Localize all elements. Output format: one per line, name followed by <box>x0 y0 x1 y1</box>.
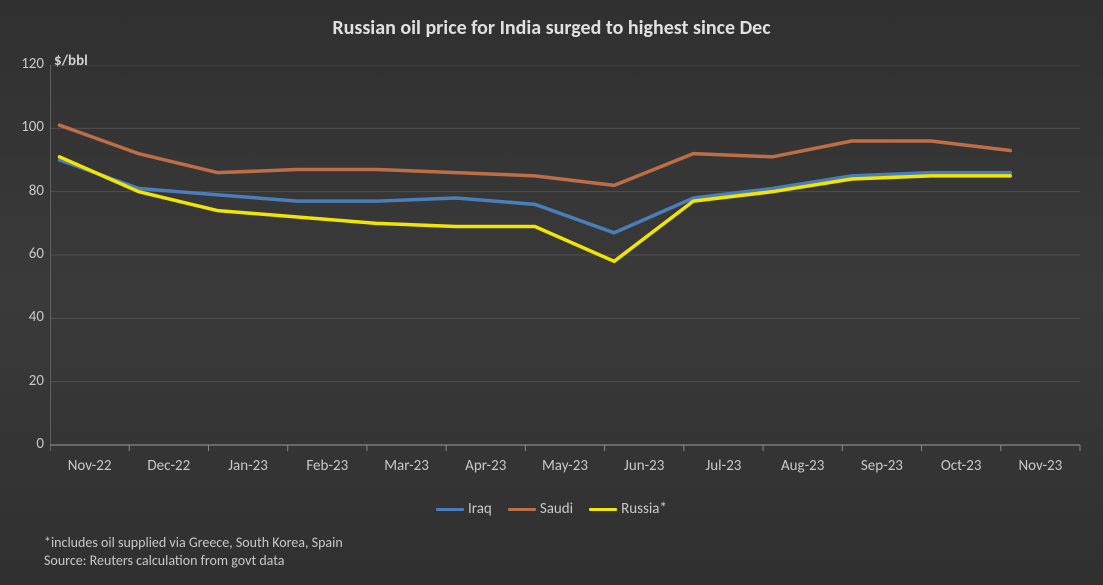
legend: Iraq Saudi Russia* <box>0 498 1103 518</box>
legend-label: Saudi <box>540 500 573 518</box>
x-tick-label: Jan-23 <box>208 457 287 475</box>
plot-area <box>50 65 1082 455</box>
y-tick-label: 0 <box>36 435 44 453</box>
y-tick-label: 80 <box>29 182 44 200</box>
y-tick-label: 40 <box>29 308 44 326</box>
x-tick-label: Dec-22 <box>129 457 208 475</box>
chart-footnote: *includes oil supplied via Greece, South… <box>44 534 343 570</box>
x-tick-label: May-23 <box>525 457 604 475</box>
y-tick-label: 100 <box>21 118 44 136</box>
x-tick-label: Sep-23 <box>842 457 921 475</box>
legend-label: Russia* <box>621 500 667 518</box>
x-tick-label: Aug-23 <box>763 457 842 475</box>
legend-item: Iraq <box>436 500 492 518</box>
footnote-line-1: *includes oil supplied via Greece, South… <box>44 534 343 552</box>
x-tick-label: Mar-23 <box>367 457 446 475</box>
chart-title: Russian oil price for India surged to hi… <box>0 16 1103 40</box>
x-tick-label: Oct-23 <box>922 457 1001 475</box>
legend-label: Iraq <box>468 500 492 518</box>
footnote-line-2: Source: Reuters calculation from govt da… <box>44 552 343 570</box>
x-tick-label: Nov-22 <box>50 457 129 475</box>
legend-swatch <box>508 508 536 512</box>
legend-item: Saudi <box>508 500 573 518</box>
y-tick-label: 20 <box>29 372 44 390</box>
legend-item: Russia* <box>589 500 667 518</box>
y-tick-label: 60 <box>29 245 44 263</box>
x-tick-label: Apr-23 <box>446 457 525 475</box>
legend-swatch <box>436 508 464 512</box>
legend-swatch <box>589 508 617 512</box>
x-tick-label: Jul-23 <box>684 457 763 475</box>
y-tick-label: 120 <box>21 55 44 73</box>
x-tick-label: Feb-23 <box>288 457 367 475</box>
x-tick-label: Nov-23 <box>1001 457 1080 475</box>
x-tick-label: Jun-23 <box>605 457 684 475</box>
chart-container: Russian oil price for India surged to hi… <box>0 0 1103 585</box>
